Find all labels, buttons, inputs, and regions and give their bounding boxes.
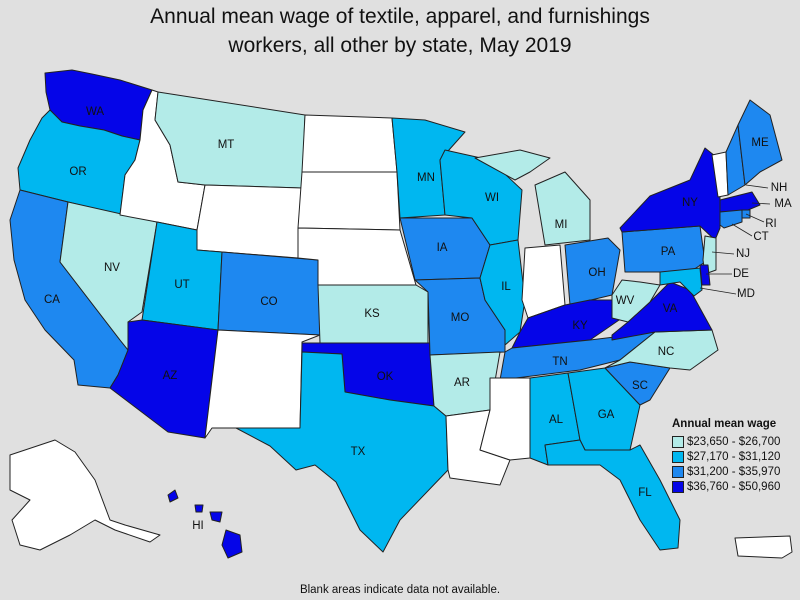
state-tx[interactable]	[235, 351, 449, 553]
state-ct[interactable]	[719, 209, 743, 229]
label-ri: RI	[765, 218, 777, 230]
label-va: VA	[663, 303, 678, 315]
legend-label: $31,200 - $35,970	[687, 465, 781, 478]
label-al: AL	[549, 414, 564, 426]
label-hi: HI	[192, 520, 204, 532]
state-mi[interactable]	[474, 149, 591, 246]
label-ny: NY	[682, 197, 698, 209]
legend-label: $27,170 - $31,120	[687, 450, 781, 463]
label-az: AZ	[163, 370, 178, 382]
legend-title: Annual mean wage	[672, 418, 777, 430]
label-ky: KY	[572, 320, 588, 332]
label-mi: MI	[555, 219, 568, 231]
label-ks: KS	[364, 308, 380, 320]
legend-swatch	[672, 465, 684, 478]
label-oh: OH	[588, 267, 605, 279]
state-pr[interactable]	[734, 535, 793, 559]
label-ga: GA	[598, 409, 615, 421]
label-sc: SC	[632, 380, 648, 392]
map-title-line-2: workers, all other by state, May 2019	[228, 34, 572, 57]
legend: Annual mean wage $23,650 - $26,700 $27,1…	[672, 418, 800, 494]
label-md: MD	[737, 288, 755, 300]
label-mn: MN	[417, 172, 435, 184]
state-ma[interactable]	[719, 191, 761, 213]
label-mo: MO	[451, 312, 470, 324]
state-co[interactable]	[217, 251, 321, 336]
legend-swatch	[672, 435, 684, 448]
label-co: CO	[260, 296, 277, 308]
legend-swatch	[672, 450, 684, 463]
state-ak[interactable]	[9, 439, 161, 551]
legend-item: $31,200 - $35,970	[672, 464, 800, 479]
state-ks[interactable]	[317, 284, 429, 344]
state-nd[interactable]	[301, 114, 398, 173]
label-tn: TN	[552, 356, 567, 368]
state-hi[interactable]	[167, 489, 243, 559]
label-me: ME	[751, 137, 769, 149]
legend-swatch	[672, 480, 684, 493]
label-nj: NJ	[736, 248, 750, 260]
footnote: Blank areas indicate data not available.	[299, 584, 501, 596]
state-ny[interactable]	[619, 147, 721, 241]
legend-label: $36,760 - $50,960	[687, 480, 781, 493]
label-ut: UT	[174, 279, 189, 291]
map-title: Annual mean wage of textile, apparel, an…	[0, 2, 800, 60]
legend-label: $23,650 - $26,700	[687, 435, 781, 448]
label-nh: NH	[771, 182, 788, 194]
state-wv[interactable]	[611, 279, 661, 323]
state-oh[interactable]	[564, 237, 621, 306]
label-or: OR	[69, 166, 86, 178]
label-pa: PA	[661, 246, 676, 258]
label-tx: TX	[351, 446, 366, 458]
label-ma: MA	[774, 198, 792, 210]
label-wv: WV	[616, 295, 635, 307]
state-fl[interactable]	[544, 439, 681, 551]
legend-item: $23,650 - $26,700	[672, 434, 800, 449]
label-ok: OK	[377, 371, 394, 383]
label-ct: CT	[753, 231, 768, 243]
legend-item: $27,170 - $31,120	[672, 449, 800, 464]
state-me[interactable]	[737, 99, 783, 186]
label-nv: NV	[104, 262, 120, 274]
label-wi: WI	[485, 192, 499, 204]
state-sd[interactable]	[297, 171, 401, 231]
label-il: IL	[501, 281, 511, 293]
state-md[interactable]	[659, 267, 703, 297]
label-mt: MT	[218, 139, 235, 151]
label-wa: WA	[86, 106, 104, 118]
label-ar: AR	[454, 377, 470, 389]
label-nc: NC	[658, 346, 675, 358]
state-wy[interactable]	[196, 184, 303, 259]
legend-item: $36,760 - $50,960	[672, 479, 800, 494]
map-title-line-1: Annual mean wage of textile, apparel, an…	[150, 5, 650, 28]
label-ia: IA	[437, 242, 448, 254]
state-il[interactable]	[479, 239, 526, 346]
label-fl: FL	[638, 487, 652, 499]
label-leader-lines	[699, 184, 771, 295]
label-de: DE	[733, 268, 749, 280]
label-ca: CA	[44, 294, 60, 306]
